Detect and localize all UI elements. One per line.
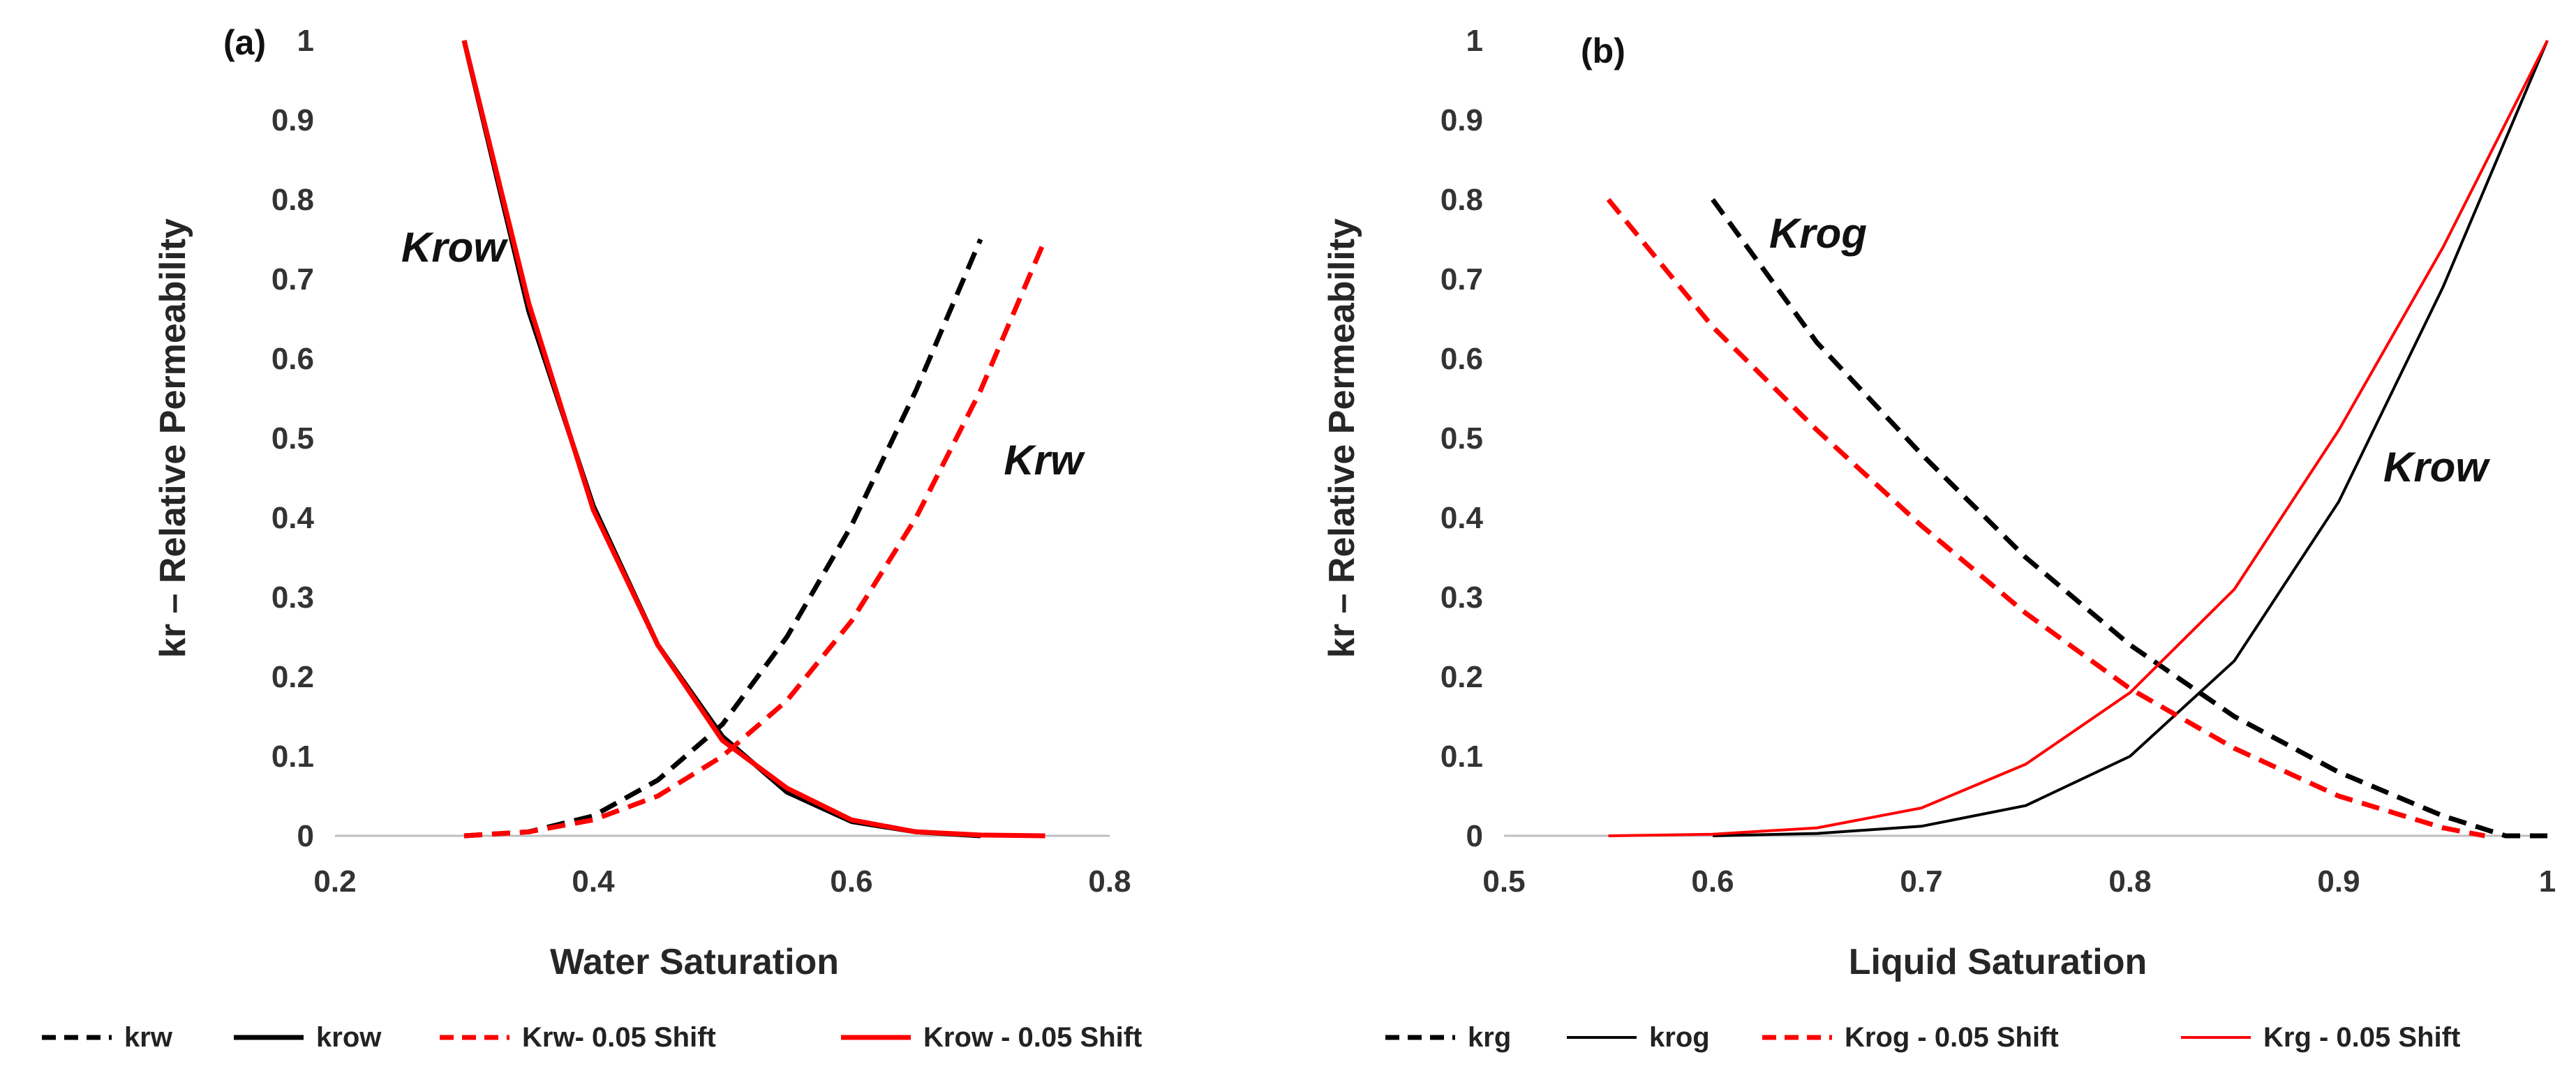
panel-a-legend-label-4: Krow - 0.05 Shift	[923, 1022, 1142, 1053]
panel-a-x-axis-title: Water Saturation	[550, 942, 839, 982]
panel-a-x-tick-label: 0.8	[1088, 864, 1131, 899]
panel-b-label: (b)	[1581, 31, 1625, 70]
panel-b-y-axis-title: kr – Relative Permeability	[1322, 218, 1362, 658]
panel-a-y-tick-label: 0.5	[271, 421, 314, 456]
panel-b-y-tick-label: 0.2	[1440, 660, 1483, 694]
panel-b-y-tick-label: 0.7	[1440, 262, 1483, 297]
panel-b-series-krg	[1711, 197, 2547, 839]
panel-b-annotation-krog: Krog	[1769, 210, 1867, 257]
panel-b-series-krog-0-05-shift	[1606, 197, 2485, 839]
panel-b-x-tick-label: 0.9	[2317, 864, 2360, 899]
panel-b-annotation-krow: Krow	[2383, 444, 2490, 490]
panel-a-annotation-krw: Krw	[1004, 437, 1085, 483]
panel-b-x-tick-label: 0.6	[1691, 864, 1734, 899]
panel-b-legend-label-3: Krog - 0.05 Shift	[1845, 1022, 2059, 1053]
panel-a-series-krw-0-05-shift	[463, 238, 1048, 839]
panel-b-x-tick-label: 0.7	[1900, 864, 1942, 899]
panel-a-y-tick-label: 0.4	[271, 501, 315, 535]
panel-a-y-axis-title: kr – Relative Permeability	[153, 218, 193, 658]
panel-b-x-axis-title: Liquid Saturation	[1849, 942, 2147, 982]
panel-a-legend-label-2: krow	[316, 1022, 382, 1053]
panel-a-y-tick-label: 0.9	[271, 103, 314, 137]
panel-b-legend-label-1: krg	[1468, 1022, 1511, 1053]
panel-a-y-tick-label: 1	[297, 24, 314, 58]
panel-a-x-tick-label: 0.2	[313, 864, 356, 899]
panel-b-legend-label-4: Krg - 0.05 Shift	[2263, 1022, 2460, 1053]
panel-b-y-tick-label: 0.1	[1440, 740, 1483, 774]
panel-a-x-tick-label: 0.4	[572, 864, 615, 899]
panel-b-y-tick-label: 0.5	[1440, 421, 1483, 456]
panel-b-x-tick-label: 0.5	[1482, 864, 1525, 899]
panel-b-series-kg-0-05-shift	[1608, 40, 2549, 837]
panel-b-y-tick-label: 1	[1466, 24, 1483, 58]
panel-a-label: (a)	[223, 23, 266, 62]
panel-a-series-krow-0-05-shift	[461, 40, 1045, 839]
panel-a-x-tick-label: 0.6	[830, 864, 872, 899]
panel-b-x-tick-label: 0.8	[2108, 864, 2151, 899]
panel-a-y-tick-label: 0.3	[271, 580, 314, 615]
panel-a-y-tick-label: 0.8	[271, 183, 314, 217]
panel-a-y-tick-label: 0	[297, 819, 314, 853]
panel-a-y-tick-label: 0.1	[271, 740, 314, 774]
panel-b-y-tick-label: 0.8	[1440, 183, 1483, 217]
panel-a-legend-label-3: Krw- 0.05 Shift	[522, 1022, 716, 1053]
panel-a-y-tick-label: 0.7	[271, 262, 314, 297]
panel-a-y-tick-label: 0.2	[271, 660, 314, 694]
panel-b-y-tick-label: 0.6	[1440, 342, 1483, 376]
panel-b-y-tick-label: 0.9	[1440, 103, 1483, 137]
panel-a-legend-label-1: krw	[124, 1022, 173, 1053]
panel-b-y-tick-label: 0.4	[1440, 501, 1484, 535]
panel-b-y-tick-label: 0.3	[1440, 580, 1483, 615]
panel-a-y-tick-label: 0.6	[271, 342, 314, 376]
panel-b-x-tick-label: 1	[2539, 864, 2556, 899]
panel-b-series-krog	[1712, 40, 2549, 837]
panel-a-annotation-krow: Krow	[401, 224, 508, 271]
panel-b-legend-label-2: krog	[1649, 1022, 1710, 1053]
panel-b-y-tick-label: 0	[1466, 819, 1483, 853]
